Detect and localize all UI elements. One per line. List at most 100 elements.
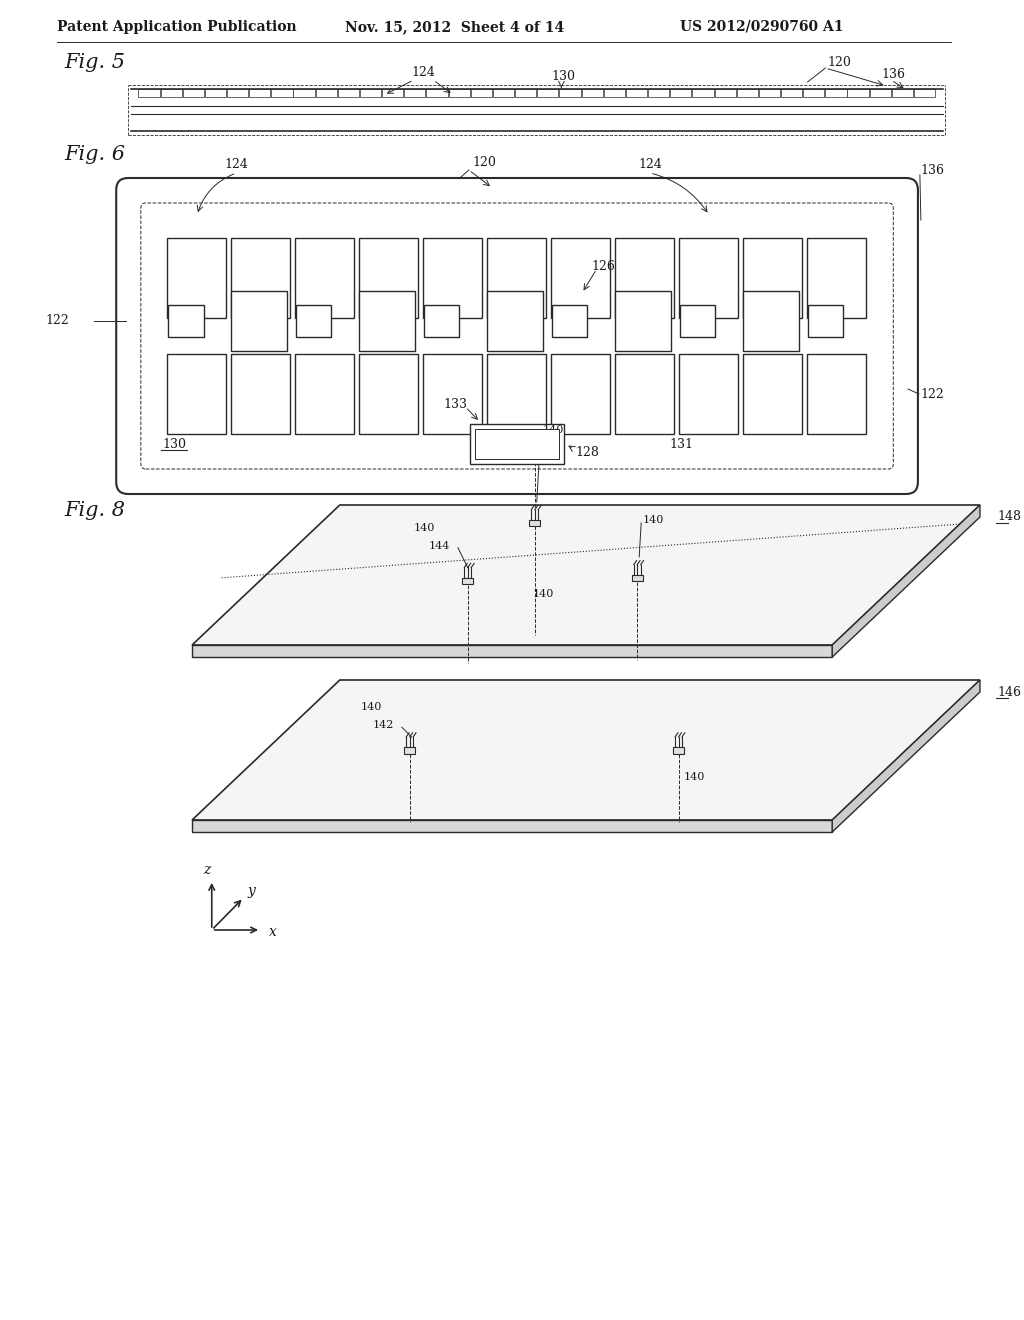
Bar xyxy=(671,88,691,96)
Text: 124: 124 xyxy=(412,66,435,78)
Bar xyxy=(168,354,226,434)
Bar xyxy=(582,88,603,96)
Bar xyxy=(471,88,492,96)
Bar xyxy=(423,354,482,434)
Bar xyxy=(781,88,802,96)
Bar xyxy=(231,290,288,351)
Text: 140: 140 xyxy=(532,589,554,599)
Polygon shape xyxy=(193,680,980,820)
Text: z: z xyxy=(203,863,211,876)
Bar xyxy=(426,88,447,96)
Text: 126: 126 xyxy=(592,260,615,272)
Bar xyxy=(552,305,587,337)
Bar xyxy=(424,305,460,337)
Bar xyxy=(615,354,674,434)
Text: US 2012/0290760 A1: US 2012/0290760 A1 xyxy=(680,20,843,34)
Text: 130: 130 xyxy=(552,70,575,83)
Text: 128: 128 xyxy=(575,446,599,458)
Bar xyxy=(315,88,337,96)
Bar xyxy=(487,238,546,318)
Bar xyxy=(559,88,581,96)
Bar xyxy=(736,88,758,96)
Bar xyxy=(715,88,735,96)
Bar xyxy=(168,305,204,337)
Text: 148: 148 xyxy=(997,511,1022,524)
Bar xyxy=(227,88,248,96)
Bar xyxy=(249,88,270,96)
Text: 120: 120 xyxy=(473,157,497,169)
Bar xyxy=(848,88,868,96)
Polygon shape xyxy=(193,506,980,645)
Bar xyxy=(914,88,935,96)
Bar xyxy=(825,88,847,96)
Bar xyxy=(271,88,293,96)
Bar xyxy=(759,88,780,96)
Bar xyxy=(161,88,181,96)
Text: 124: 124 xyxy=(638,158,662,172)
Text: 142: 142 xyxy=(373,721,393,730)
Polygon shape xyxy=(833,680,980,832)
Text: y: y xyxy=(248,884,256,899)
Bar xyxy=(648,88,670,96)
Text: 140: 140 xyxy=(414,523,435,533)
Text: Nov. 15, 2012  Sheet 4 of 14: Nov. 15, 2012 Sheet 4 of 14 xyxy=(345,20,564,34)
Text: Fig. 8: Fig. 8 xyxy=(65,500,125,520)
Text: 124: 124 xyxy=(224,158,248,172)
Text: 140: 140 xyxy=(543,425,564,436)
Text: 136: 136 xyxy=(882,67,905,81)
Bar xyxy=(615,290,671,351)
Bar xyxy=(892,88,913,96)
Bar xyxy=(487,290,543,351)
Bar xyxy=(487,354,546,434)
Bar xyxy=(515,88,537,96)
Bar xyxy=(803,88,824,96)
Bar xyxy=(538,88,558,96)
Bar xyxy=(359,238,418,318)
Bar xyxy=(493,88,514,96)
Bar xyxy=(404,88,425,96)
Text: 136: 136 xyxy=(921,164,945,177)
Text: 144: 144 xyxy=(428,541,450,550)
Polygon shape xyxy=(833,506,980,657)
Bar xyxy=(182,88,204,96)
Text: Fig. 6: Fig. 6 xyxy=(65,145,125,165)
Text: 130: 130 xyxy=(163,437,186,450)
Bar xyxy=(529,520,541,527)
Bar xyxy=(742,238,802,318)
Bar xyxy=(869,88,891,96)
Text: 140: 140 xyxy=(683,772,705,783)
Text: Fig. 5: Fig. 5 xyxy=(65,53,125,71)
Bar xyxy=(807,238,865,318)
Text: 140: 140 xyxy=(642,515,664,525)
Bar xyxy=(679,354,738,434)
Bar xyxy=(615,238,674,318)
Bar xyxy=(551,238,610,318)
Bar xyxy=(231,238,291,318)
Bar xyxy=(296,305,332,337)
Bar xyxy=(680,305,715,337)
Text: 122: 122 xyxy=(45,314,69,327)
Bar xyxy=(359,290,416,351)
Bar xyxy=(742,354,802,434)
Polygon shape xyxy=(193,820,833,832)
Bar xyxy=(295,238,354,318)
Bar xyxy=(742,290,799,351)
Bar xyxy=(807,354,865,434)
Bar xyxy=(626,88,647,96)
Bar xyxy=(360,88,381,96)
Text: Patent Application Publication: Patent Application Publication xyxy=(57,20,297,34)
Bar xyxy=(231,354,291,434)
Bar xyxy=(205,88,226,96)
Bar xyxy=(168,238,226,318)
Bar xyxy=(604,88,625,96)
Bar xyxy=(138,88,160,96)
Bar xyxy=(692,88,714,96)
Bar xyxy=(462,578,473,585)
Text: 122: 122 xyxy=(921,388,944,400)
Text: 146: 146 xyxy=(997,685,1022,698)
Text: x: x xyxy=(269,925,276,939)
Bar xyxy=(404,747,415,754)
Bar xyxy=(382,88,403,96)
Text: 140: 140 xyxy=(360,702,382,713)
Text: 131: 131 xyxy=(670,437,693,450)
